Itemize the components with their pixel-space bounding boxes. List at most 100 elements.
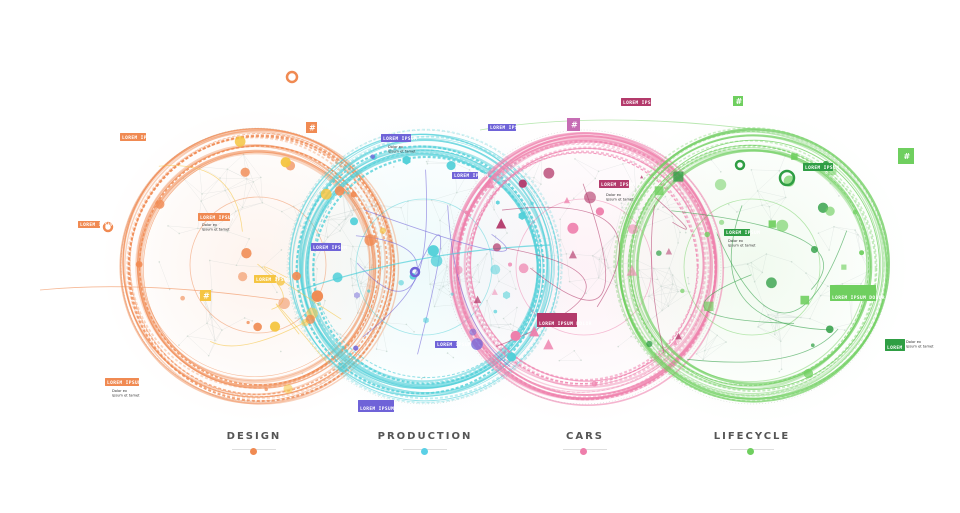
design-dot-mark [278,298,290,310]
production-note-1-line1: Dolor ex [388,145,404,149]
lifecycle-mesh-node [725,341,727,343]
lifecycle-mesh-node [696,353,698,355]
production-dot-mark [333,272,343,282]
production-tag-4: LOREM IPSUM [435,341,471,348]
production-mesh-node [421,378,423,380]
cars-mesh-node [515,288,517,290]
design-dot-mark [321,189,332,200]
lifecycle-tag-2: LOREM IPSUM [724,229,760,236]
lifecycle-mesh-node [775,316,777,318]
cars-mesh-node [566,253,568,255]
production-dot-mark [530,202,533,205]
lifecycle-mesh-node [844,329,846,331]
design-mesh-node [178,233,180,235]
lifecycle-square-mark [655,186,664,195]
design-tag-2: LOREM IPSUM [105,378,141,386]
lifecycle-mesh-node [754,281,756,283]
production-dot-mark [471,338,483,350]
design-dot-mark [235,136,246,147]
cars-tag-1: LOREM IPSUM [621,98,657,106]
production-mesh-node [380,246,382,248]
production-mesh-node [439,289,441,291]
design-tag-1-text: LOREM IPSUM [200,215,234,221]
design-mesh-node [276,291,278,293]
lifecycle-mesh-node [747,263,749,265]
production-mesh-node [338,224,340,226]
design-mesh-node [339,230,341,232]
lifecycle-dot-mark [646,341,652,347]
design-mesh-node [244,317,246,319]
production-tag-5-text: LOREM IPSUM DOLOR [360,406,413,412]
production-mesh-node [427,163,429,165]
cars-mesh-node [622,163,624,165]
lifecycle-dot-mark [811,246,818,253]
design-mesh-node [280,351,282,353]
design-note-1-line2: ipsum et tamet [202,228,230,232]
production-tag-3-text: LOREM IPSUM [313,245,347,251]
production-mesh-node [439,220,441,222]
design-dot-mark [351,191,357,197]
production-mesh-node [413,331,415,333]
production-mesh-node [360,283,362,285]
cars-mesh-node [648,295,650,297]
lifecycle-dot-mark [680,289,684,293]
design-dot-mark [180,296,185,301]
production-dot-mark [469,328,476,335]
design-mesh-node [224,190,226,192]
design-mesh-node [253,181,255,183]
lifecycle-mesh-node [769,206,771,208]
lifecycle-mesh-node [685,232,687,234]
lifecycle-mesh-node [757,190,759,192]
lifecycle-mesh-node [828,249,830,251]
cars-mesh-node [573,198,575,200]
production-dot-mark [447,161,456,170]
lifecycle-mesh-node [687,277,689,279]
lifecycle-hash-1-glyph: # [904,152,911,161]
design-mesh-node [214,340,216,342]
cars-mesh-node [574,158,576,160]
cars-mesh-node [498,281,500,283]
production-mesh-node [393,166,395,168]
cars-mesh-node [592,255,594,257]
cars-mesh-node [669,267,671,269]
design-tag-3-text: LOREM IPSUM [256,277,290,283]
design-dot-mark [301,319,308,326]
lifecycle-mesh-node [791,261,793,263]
lifecycle-mesh-node [662,207,664,209]
lifecycle-dot-mark [825,206,834,215]
cars-tag-2-text: LOREM IPSUM [601,182,635,188]
production-mesh-node [382,268,384,270]
cars-mesh-node [510,323,512,325]
lifecycle-mesh-node [750,262,752,264]
production-mesh-node [532,267,534,269]
design-mesh-node [201,193,203,195]
design-dot-mark [264,388,267,391]
lifecycle-mesh-node [766,253,768,255]
design-tag-2-text: LOREM IPSUM [107,380,141,386]
design-dot-mark [241,168,250,177]
design-mesh-node [262,202,264,204]
design-mesh-node [211,316,213,318]
design-mesh-node [219,177,221,179]
lifecycle-mesh-node [774,334,776,336]
design-dot-mark [281,157,291,167]
design-dot-mark [335,186,345,196]
lifecycle-mesh-node [702,359,704,361]
lifecycle-tag-1-text: LOREM IPSUM [805,165,839,171]
lifecycle-mesh-node [716,335,718,337]
design-mesh-node [197,228,199,230]
design-tag-5: LOREM IPSUM [78,221,114,228]
design-mesh-node [248,238,250,240]
cars-mesh-node [672,216,674,218]
cars-mesh-node [598,259,600,261]
design-mesh-node [206,322,208,324]
design-dot-mark [364,234,376,246]
cars-mesh-node [573,350,575,352]
production-dot-mark [431,255,443,267]
design-dot-mark [155,200,164,209]
production-mesh-node [364,266,366,268]
cars-mesh-node [598,171,600,173]
production-tag-4-text: LOREM IPSUM [437,342,471,348]
cars-dot-mark [628,224,638,234]
cars-mesh-node [559,360,561,362]
